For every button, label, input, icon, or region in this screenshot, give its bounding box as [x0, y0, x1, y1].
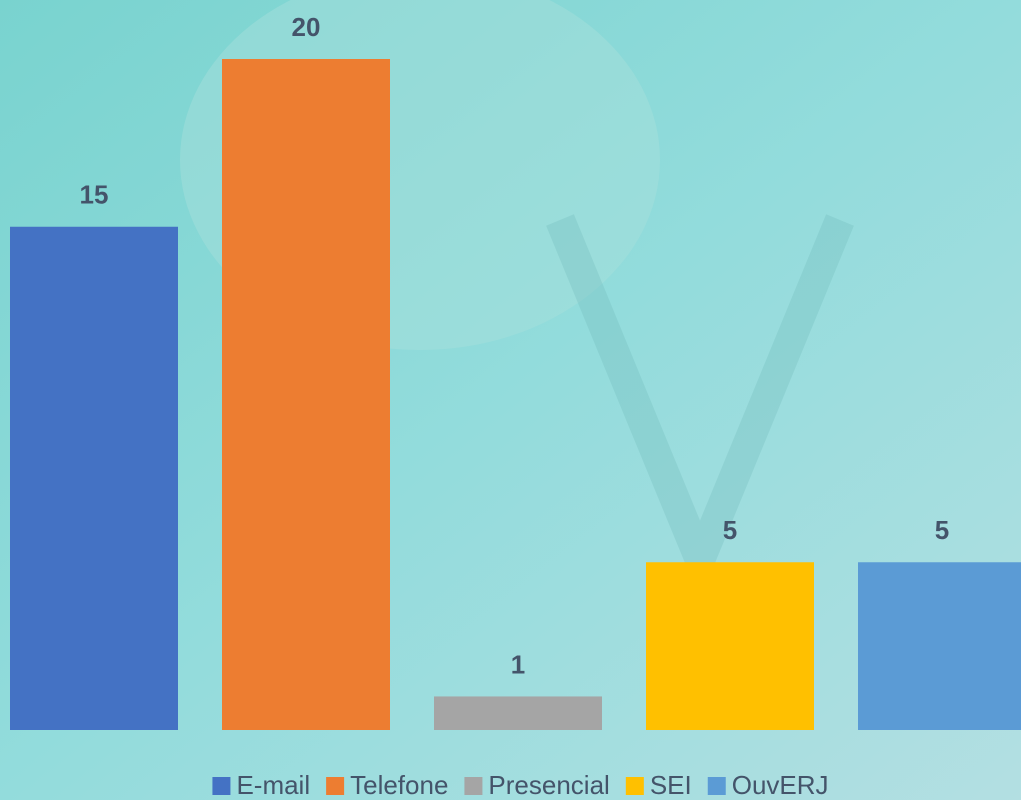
- legend-swatch: [212, 777, 231, 795]
- bar: [10, 226, 178, 730]
- legend-swatch: [625, 777, 644, 795]
- legend-label: OuvERJ: [732, 770, 829, 800]
- value-label: 20: [292, 12, 321, 42]
- legend-label: E-mail: [236, 770, 310, 800]
- bar: [858, 562, 1021, 730]
- legend-label: SEI: [650, 770, 692, 800]
- value-label: 5: [723, 515, 737, 545]
- bar: [646, 562, 814, 730]
- value-label: 1: [511, 649, 525, 679]
- bar: [434, 696, 602, 730]
- legend-label: Telefone: [350, 770, 448, 800]
- legend-swatch: [707, 777, 726, 795]
- value-label: 5: [935, 515, 949, 545]
- legend-swatch: [464, 777, 483, 795]
- legend-swatch: [326, 777, 345, 795]
- legend-label: Presencial: [488, 770, 609, 800]
- background-shape: [546, 214, 854, 600]
- bar: [222, 59, 390, 730]
- value-label: 15: [80, 180, 109, 210]
